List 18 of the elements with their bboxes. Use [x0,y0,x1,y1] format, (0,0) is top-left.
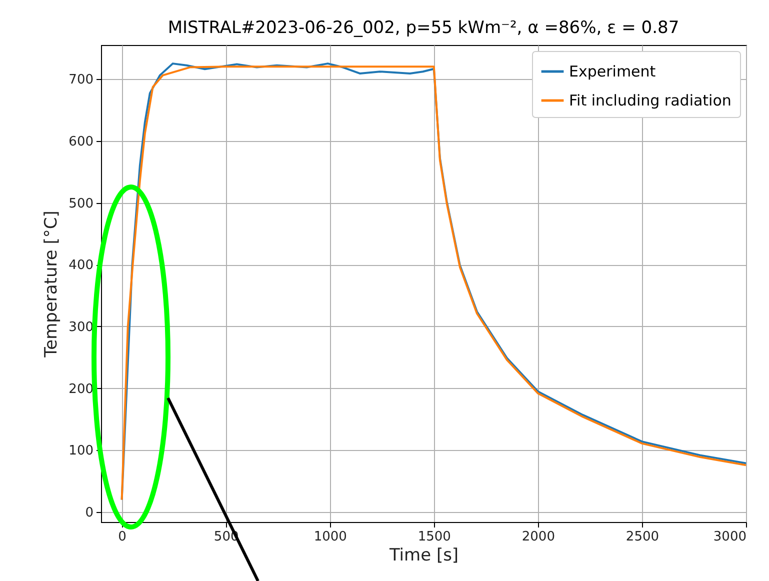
legend-label: Fit including radiation [569,92,732,110]
x-axis-title: Time [s] [388,546,459,566]
y-tick-label: 100 [68,444,94,459]
chart-title: MISTRAL#2023-06-26_002, p=55 kWm⁻², α =86%, ε = 0.87 [168,18,680,38]
y-tick-label: 700 [68,72,94,88]
x-tick-label: 2500 [626,530,660,544]
x-tick-label: 0 [118,530,126,544]
x-tick-label: 3000 [713,530,746,544]
y-tick-label: 600 [68,134,94,150]
x-tick-label: 1000 [314,530,347,544]
x-tick-label: 1500 [418,530,451,544]
y-tick-label: 500 [68,196,94,212]
legend-label: Experiment [569,62,656,80]
y-axis-title: Temperature [°C] [42,210,62,358]
x-tick-label: 2000 [522,530,555,544]
y-tick-label: 200 [68,382,94,397]
y-tick-label: 400 [68,258,94,274]
y-tick-label: 0 [85,506,94,521]
